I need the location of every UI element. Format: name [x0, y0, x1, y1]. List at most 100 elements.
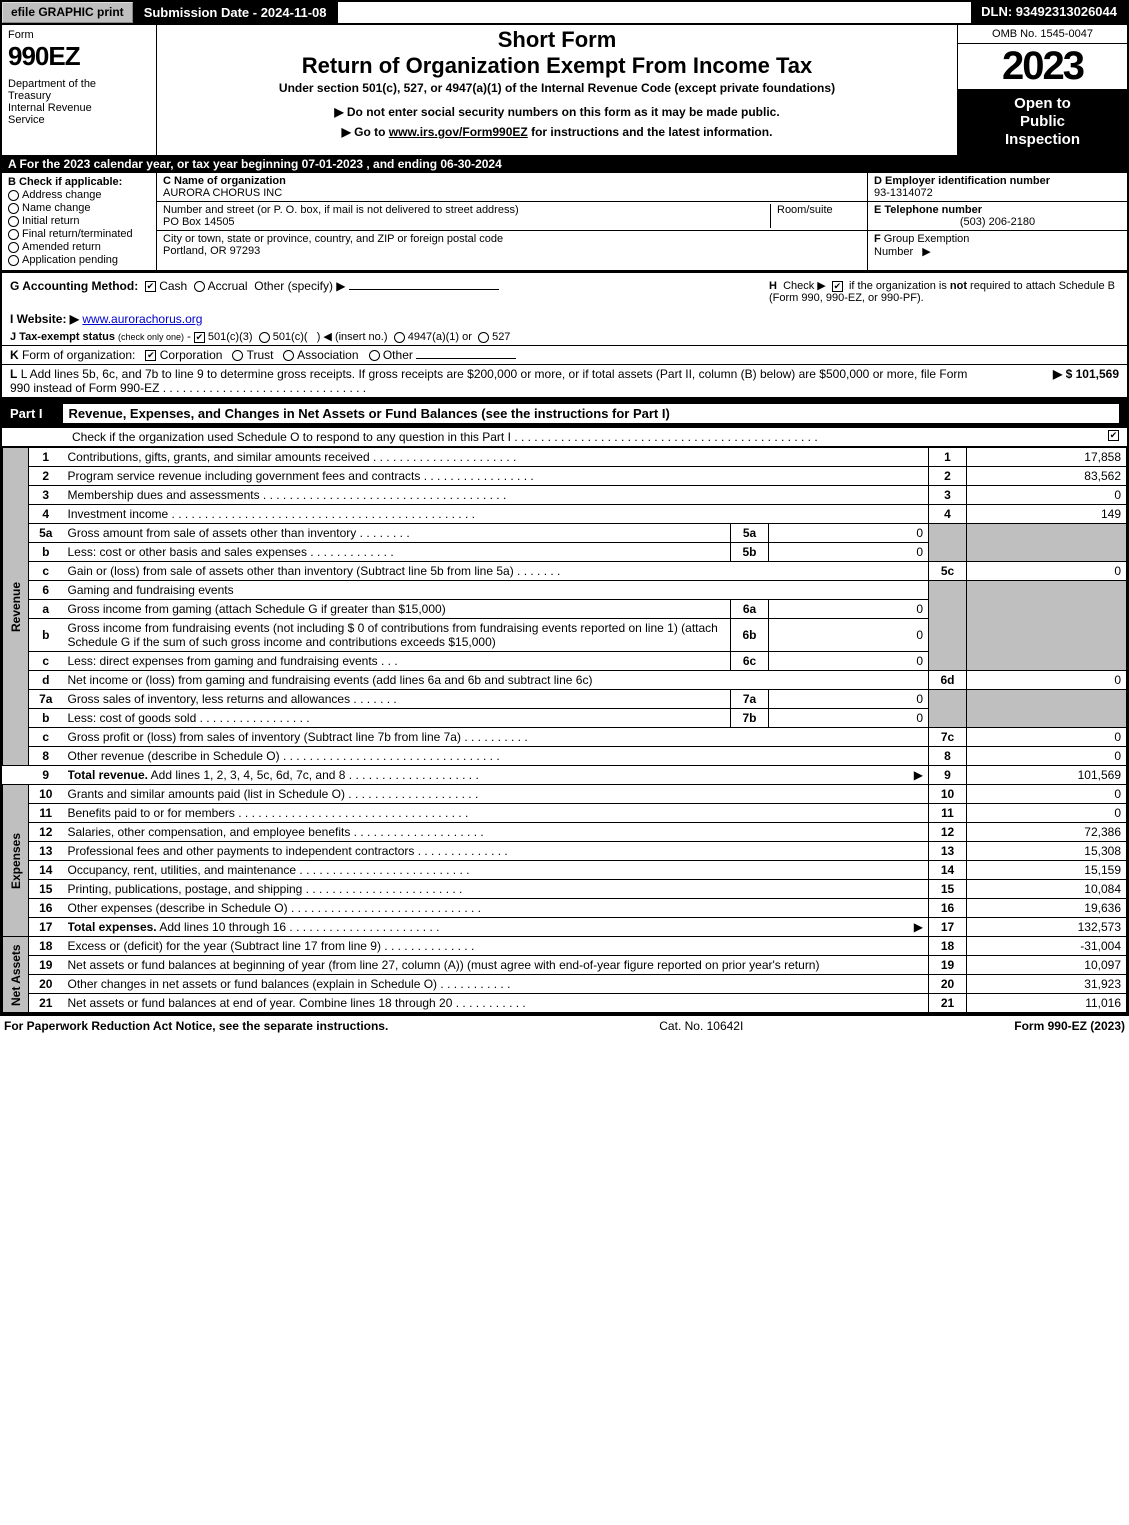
row-16: 16 Other expenses (describe in Schedule …	[3, 899, 1127, 918]
line-j: J Tax-exempt status (check only one) - 5…	[0, 328, 1129, 345]
corporation-checkbox[interactable]	[145, 350, 156, 361]
sublbl-5b: 5b	[731, 543, 769, 562]
address-cell: Number and street (or P. O. box, if mail…	[157, 202, 867, 231]
part1-title: Revenue, Expenses, and Changes in Net As…	[63, 404, 1119, 423]
association-checkbox[interactable]	[283, 350, 294, 361]
lno-15: 15	[29, 880, 63, 899]
chk-address-change: Address change	[22, 189, 102, 201]
initial-return-checkbox[interactable]	[8, 216, 19, 227]
row-7c: c Gross profit or (loss) from sales of i…	[3, 728, 1127, 747]
desc-8: Other revenue (describe in Schedule O)	[68, 749, 280, 763]
rno-12: 12	[929, 823, 967, 842]
row-12: 12 Salaries, other compensation, and emp…	[3, 823, 1127, 842]
form-label: Form	[8, 29, 150, 41]
omb-number: OMB No. 1545-0047	[958, 25, 1127, 44]
rno-10: 10	[929, 785, 967, 804]
ein-value: 93-1314072	[874, 187, 1121, 199]
under-section: Under section 501(c), 527, or 4947(a)(1)…	[163, 81, 951, 95]
rno-4: 4	[929, 505, 967, 524]
top-bar: efile GRAPHIC print Submission Date - 20…	[0, 0, 1129, 25]
lno-4: 4	[29, 505, 63, 524]
desc-15: Printing, publications, postage, and shi…	[68, 882, 303, 896]
desc-18: Excess or (deficit) for the year (Subtra…	[68, 939, 381, 953]
schedule-b-checkbox[interactable]	[832, 281, 843, 292]
row-5c: c Gain or (loss) from sale of assets oth…	[3, 562, 1127, 581]
irs-link[interactable]: www.irs.gov/Form990EZ	[389, 125, 528, 139]
amt-18: -31,004	[967, 937, 1127, 956]
cash-checkbox[interactable]	[145, 281, 156, 292]
header-right: OMB No. 1545-0047 2023 Open toPublicInsp…	[957, 25, 1127, 155]
desc-7b: Less: cost of goods sold	[68, 711, 197, 725]
row-9: 9 Total revenue. Add lines 1, 2, 3, 4, 5…	[3, 766, 1127, 785]
amt-20: 31,923	[967, 975, 1127, 994]
sublbl-5a: 5a	[731, 524, 769, 543]
subval-6a: 0	[769, 600, 929, 619]
other-specify-input[interactable]	[349, 289, 499, 290]
rno-3: 3	[929, 486, 967, 505]
rno-1: 1	[929, 448, 967, 467]
rno-13: 13	[929, 842, 967, 861]
subval-5b: 0	[769, 543, 929, 562]
amended-return-checkbox[interactable]	[8, 242, 19, 253]
application-pending-checkbox[interactable]	[8, 255, 19, 266]
chk-amended-return: Amended return	[22, 241, 101, 253]
desc-6b: Gross income from fundraising events (no…	[63, 619, 731, 652]
line-k: K Form of organization: Corporation Trus…	[0, 345, 1129, 364]
row-15: 15 Printing, publications, postage, and …	[3, 880, 1127, 899]
website-link[interactable]: www.aurorachorus.org	[82, 312, 202, 326]
row-21: 21 Net assets or fund balances at end of…	[3, 994, 1127, 1013]
row-17: 17 Total expenses. Add lines 10 through …	[3, 918, 1127, 937]
other-label: Other (specify) ▶	[254, 279, 345, 293]
desc-16: Other expenses (describe in Schedule O)	[68, 901, 288, 915]
accrual-label: Accrual	[208, 279, 248, 293]
amt-16: 19,636	[967, 899, 1127, 918]
other-org-checkbox[interactable]	[369, 350, 380, 361]
cash-label: Cash	[159, 279, 187, 293]
final-return-checkbox[interactable]	[8, 229, 19, 240]
row-6: 6 Gaming and fundraising events	[3, 581, 1127, 600]
rno-19: 19	[929, 956, 967, 975]
amt-9: 101,569	[967, 766, 1127, 785]
desc-14: Occupancy, rent, utilities, and maintena…	[68, 863, 297, 877]
part1-sub-text: Check if the organization used Schedule …	[72, 430, 511, 444]
rno-5c: 5c	[929, 562, 967, 581]
501c3-checkbox[interactable]	[194, 332, 205, 343]
name-change-checkbox[interactable]	[8, 203, 19, 214]
rno-20: 20	[929, 975, 967, 994]
part1-table: Revenue 1 Contributions, gifts, grants, …	[2, 447, 1127, 1013]
trust-checkbox[interactable]	[232, 350, 243, 361]
amt-14: 15,159	[967, 861, 1127, 880]
schedule-o-checkbox[interactable]	[1108, 430, 1119, 441]
rno-18: 18	[929, 937, 967, 956]
lno-18: 18	[29, 937, 63, 956]
rno-15: 15	[929, 880, 967, 899]
lno-6: 6	[29, 581, 63, 600]
rno-11: 11	[929, 804, 967, 823]
return-title: Return of Organization Exempt From Incom…	[163, 53, 951, 79]
amt-19: 10,097	[967, 956, 1127, 975]
submission-date: Submission Date - 2024-11-08	[133, 2, 338, 23]
row-19: 19 Net assets or fund balances at beginn…	[3, 956, 1127, 975]
row-14: 14 Occupancy, rent, utilities, and maint…	[3, 861, 1127, 880]
other-org-input[interactable]	[416, 358, 516, 359]
rno-9: 9	[929, 766, 967, 785]
501c-checkbox[interactable]	[259, 332, 270, 343]
efile-print-button[interactable]: efile GRAPHIC print	[2, 2, 133, 23]
accrual-checkbox[interactable]	[194, 281, 205, 292]
rno-16: 16	[929, 899, 967, 918]
amt-5c: 0	[967, 562, 1127, 581]
amt-13: 15,308	[967, 842, 1127, 861]
desc-2: Program service revenue including govern…	[68, 469, 421, 483]
rno-2: 2	[929, 467, 967, 486]
part1-body: Check if the organization used Schedule …	[0, 428, 1129, 1015]
amt-21: 11,016	[967, 994, 1127, 1013]
form-header: Form 990EZ Department of theTreasuryInte…	[0, 25, 1129, 155]
4947-checkbox[interactable]	[394, 332, 405, 343]
grey-7-amt	[967, 690, 1127, 728]
section-def: D Employer identification number 93-1314…	[867, 173, 1127, 270]
row-13: 13 Professional fees and other payments …	[3, 842, 1127, 861]
address-change-checkbox[interactable]	[8, 190, 19, 201]
phone-label: E Telephone number	[874, 204, 1121, 216]
527-checkbox[interactable]	[478, 332, 489, 343]
blank-tab-9	[3, 766, 29, 785]
